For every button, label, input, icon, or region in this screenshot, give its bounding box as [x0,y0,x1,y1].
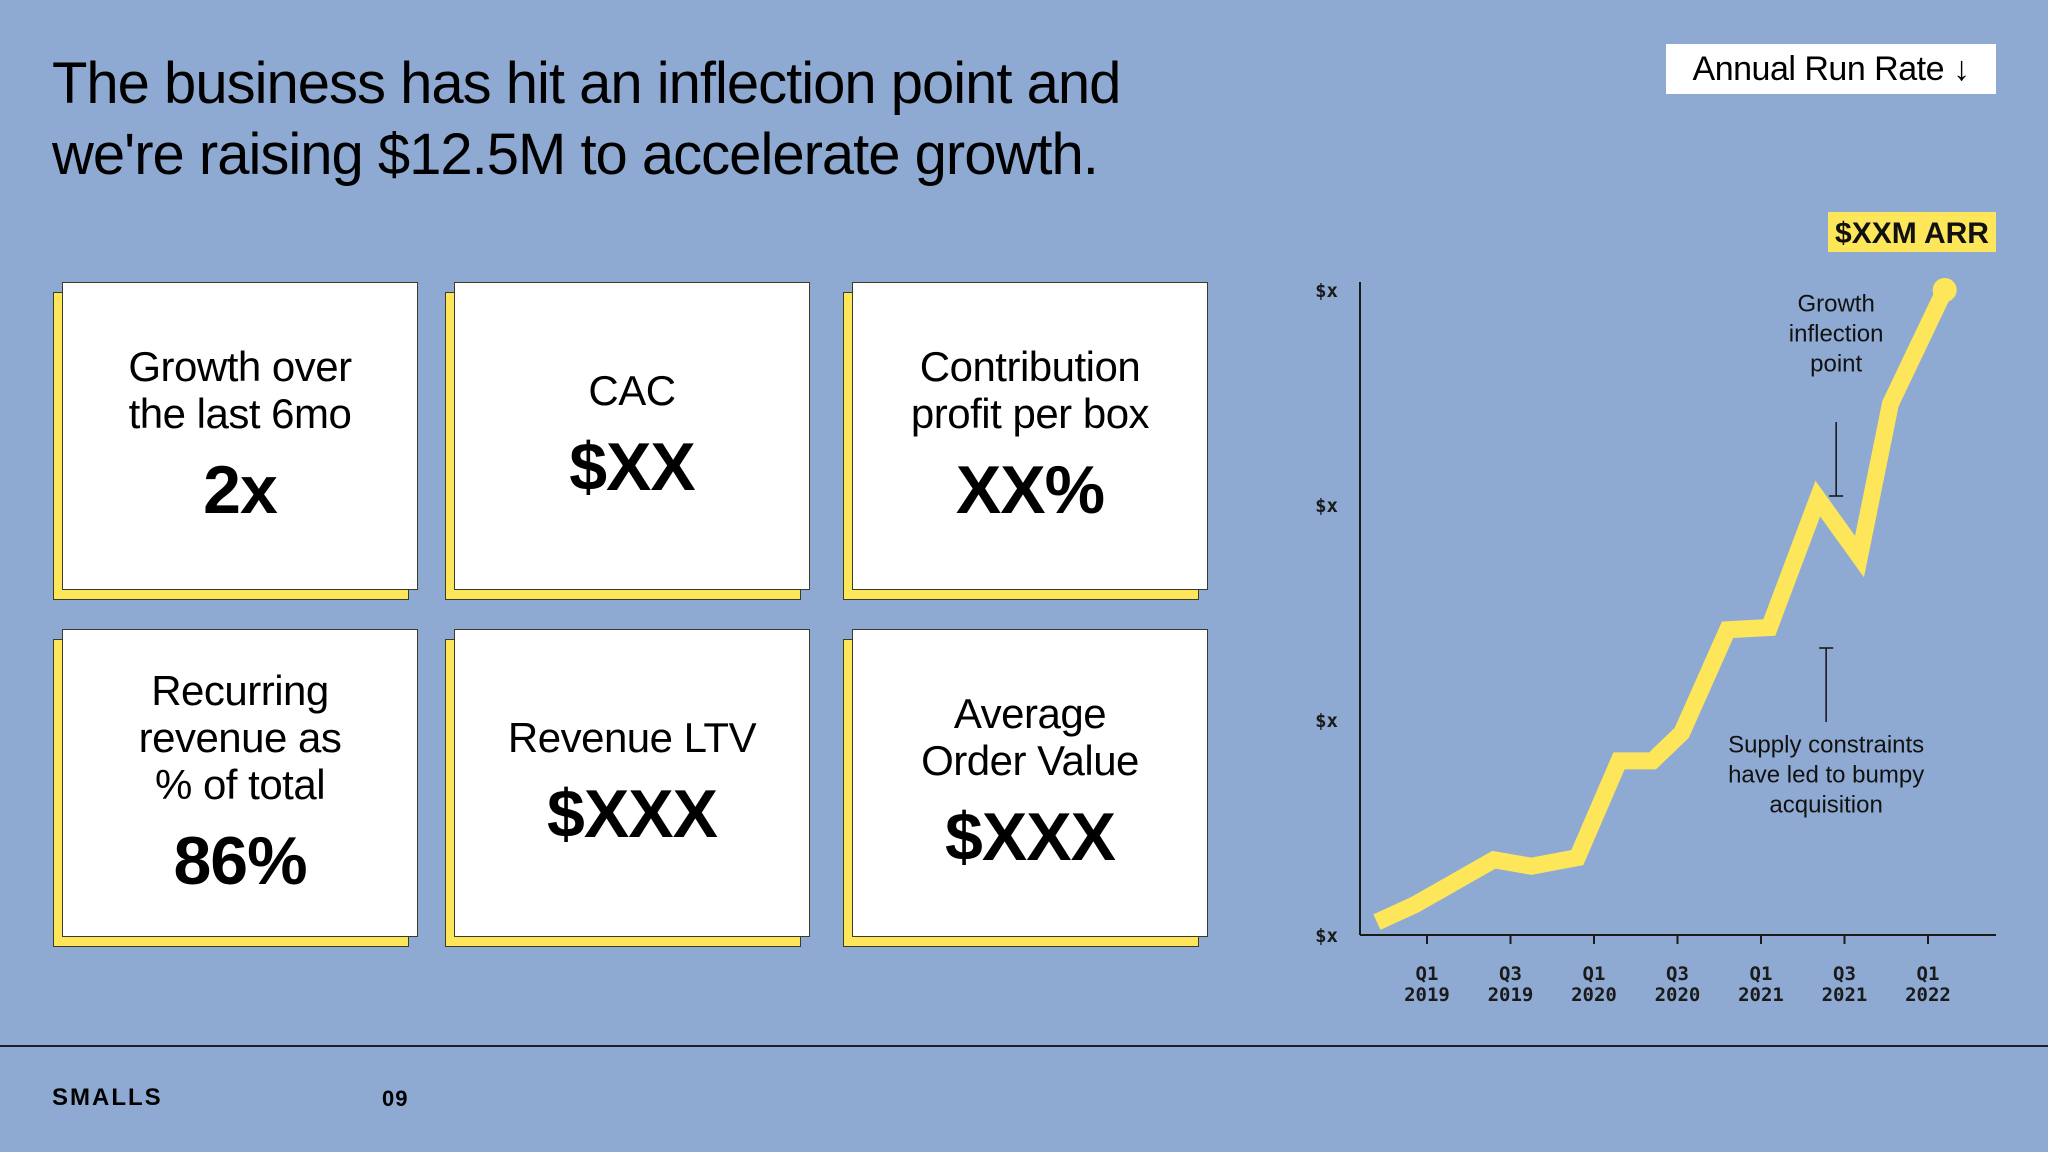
y-tick-label: $x [1315,495,1338,517]
annotation-line: point [1810,351,1862,378]
card-face: Revenue LTV $XXX [454,629,810,937]
y-tick-label: $x [1315,925,1338,947]
metric-card: Contribution profit per box XX% [843,282,1208,600]
metric-label-line: Revenue LTV [507,713,757,761]
card-face: Growth over the last 6mo 2x [62,282,418,590]
metric-card: Average Order Value $XXX [843,629,1208,947]
metric-card: Recurring revenue as% of total 86% [53,629,418,947]
metric-label-line: Average [953,690,1107,737]
metric-label-line: Order Value [921,737,1139,784]
metric-label-line: profit per box [910,390,1150,437]
x-tick-year: 2021 [1738,984,1784,1006]
metric-value: 2x [203,452,278,528]
y-tick-label: $x [1315,710,1338,732]
page-number: 09 [382,1086,409,1111]
metric-label-line: CAC [588,366,676,414]
metric-label: Growth over the last 6mo [128,343,352,437]
annotation-line: inflection [1789,321,1884,348]
endpoint-badge [1828,212,1996,252]
metric-card: Revenue LTV $XXX [445,629,810,947]
brand-wordmark: SMALLS [52,1084,163,1111]
metric-value: $XXX [945,799,1116,875]
metric-label-line: Growth over [128,343,352,390]
x-tick-quarter: Q1 [1750,963,1773,985]
card-face: CAC $XX [454,282,810,590]
headline-line-1: The business has hit an inflection point… [52,51,1121,116]
metric-card: Growth over the last 6mo 2x [53,282,418,600]
x-tick-year: 2020 [1571,984,1617,1006]
arr-series-line [1373,286,1953,930]
metric-card: CAC $XX [445,282,810,600]
arr-endpoint-dot [1932,278,1957,302]
metric-label: CAC [588,366,676,414]
metric-value: 86% [173,822,307,899]
metric-label: Average Order Value [921,690,1139,784]
x-tick-quarter: Q1 [1917,963,1940,985]
card-face: Contribution profit per box XX% [852,282,1208,590]
x-tick-year: 2019 [1488,984,1534,1006]
metric-label: Recurring revenue as% of total [139,667,342,808]
metric-value: $XXX [547,775,718,852]
headline-line-2: we're raising $12.5M to accelerate growt… [52,122,1099,187]
metric-label-line: the last 6mo [128,390,352,437]
y-tick-label: $x [1315,280,1338,302]
x-tick-quarter: Q3 [1666,963,1689,985]
x-tick-quarter: Q1 [1416,963,1439,985]
x-tick-quarter: Q1 [1583,963,1606,985]
metric-label: Revenue LTV [507,713,757,761]
metric-label-line: Contribution [919,343,1141,390]
metric-value: XX% [955,452,1105,528]
x-tick-quarter: Q3 [1499,963,1522,985]
annotation-line: have led to bumpy [1728,761,1924,788]
metric-label: Contribution profit per box [910,343,1150,437]
headline: The business has hit an inflection point… [52,48,1252,190]
footer-divider [0,1045,2048,1047]
card-face: Recurring revenue as% of total 86% [62,629,418,937]
x-tick-year: 2021 [1822,984,1868,1006]
metric-value: $XX [569,428,696,505]
x-tick-year: 2020 [1655,984,1701,1006]
annotation-line: acquisition [1769,791,1882,818]
annotation-line: Growth [1797,291,1874,318]
annotation-line: Supply constraints [1728,731,1924,758]
endpoint-badge-label: $XXM ARR [1835,217,1989,250]
annual-run-rate-tag: Annual Run Rate ↓ [1666,44,1996,94]
card-face: Average Order Value $XXX [852,629,1208,937]
metric-label-line: Recurring [151,666,329,714]
x-tick-quarter: Q3 [1833,963,1856,985]
x-tick-year: 2019 [1404,984,1450,1006]
metric-label-line: % of total [154,760,326,808]
metric-label-line: revenue as [138,713,342,761]
x-tick-year: 2022 [1905,984,1951,1006]
